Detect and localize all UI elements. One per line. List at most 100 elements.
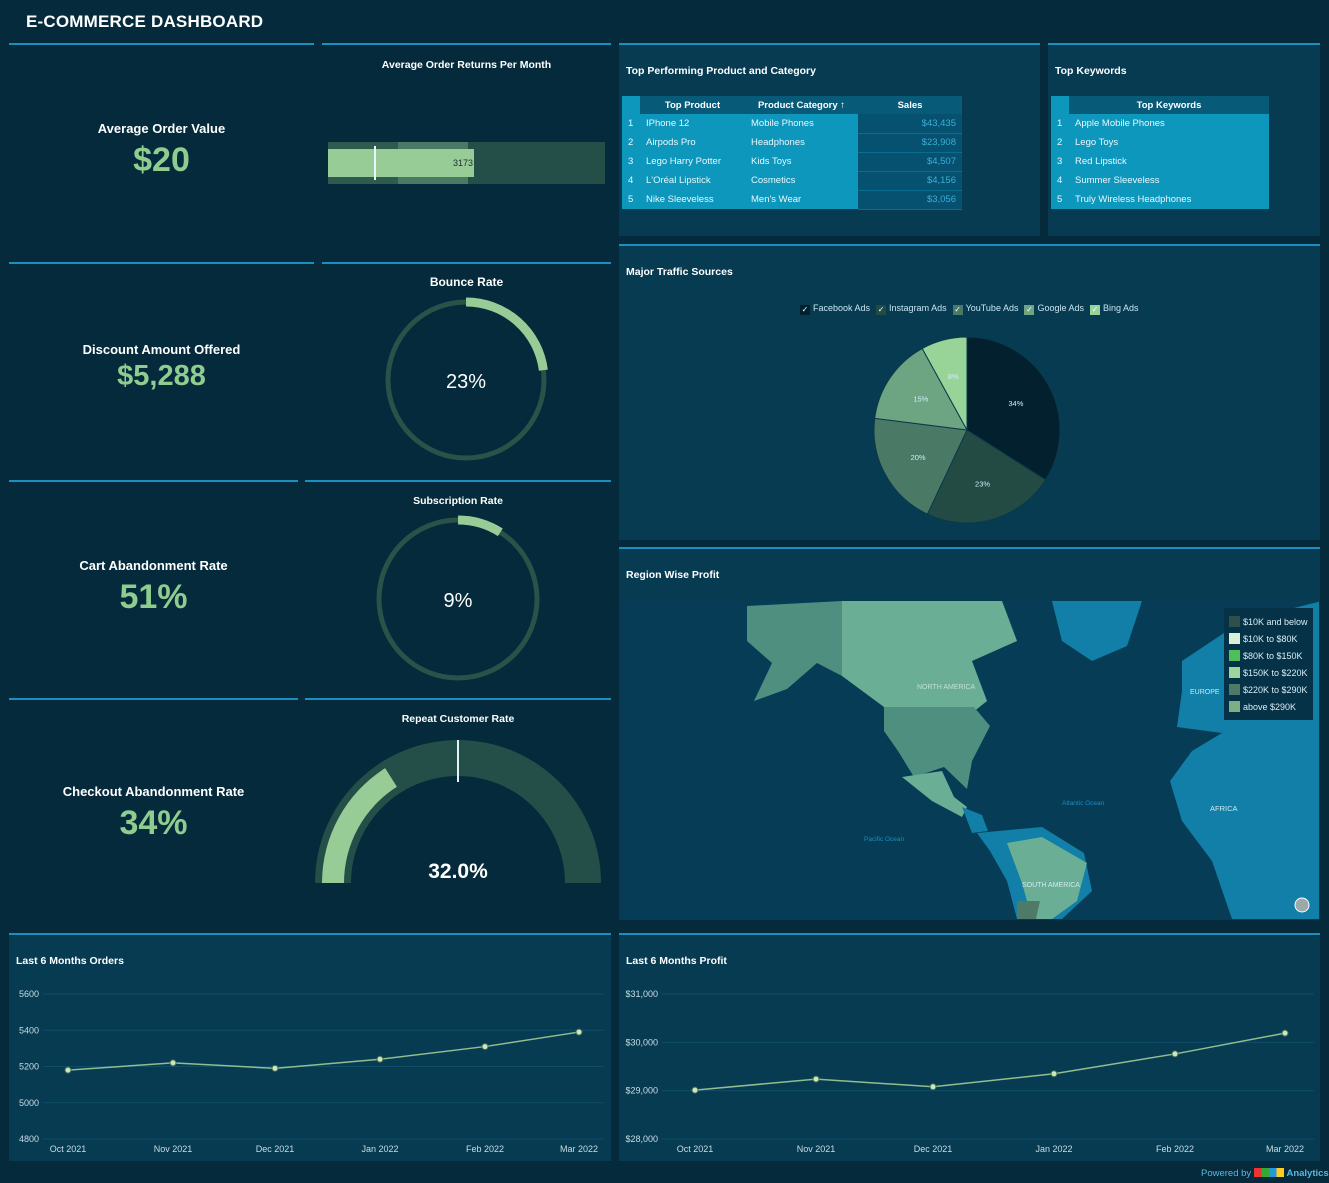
col-header-product[interactable]: Top Product bbox=[640, 96, 745, 114]
data-point[interactable] bbox=[812, 1075, 820, 1083]
data-point[interactable] bbox=[929, 1083, 937, 1091]
map-legend-item[interactable]: $10K to $80K bbox=[1229, 630, 1308, 647]
bounce-gauge: 23% bbox=[385, 297, 548, 461]
legend-label: $80K to $150K bbox=[1243, 650, 1303, 661]
region-mexico[interactable] bbox=[902, 771, 967, 817]
pie-slice[interactable] bbox=[874, 347, 968, 431]
map-label-south-america: SOUTH AMERICA bbox=[1022, 882, 1080, 889]
data-point[interactable] bbox=[575, 1028, 583, 1036]
table-row[interactable]: 2 Lego Toys bbox=[1051, 133, 1269, 152]
world-map[interactable]: NORTH AMERICA SOUTH AMERICA EUROPE AFRIC… bbox=[622, 601, 1319, 919]
checkbox-icon[interactable]: ✓ bbox=[952, 305, 963, 315]
map-legend-item[interactable]: $150K to $220K bbox=[1229, 664, 1308, 681]
table-row[interactable]: 4 Summer Sleeveless bbox=[1051, 171, 1269, 190]
table-row[interactable]: 5 Nike Sleeveless Men's Wear $3,056 bbox=[622, 190, 962, 210]
table-row[interactable]: 1 Apple Mobile Phones bbox=[1051, 114, 1269, 133]
legend-item[interactable]: ✓ YouTube Ads bbox=[952, 303, 1019, 315]
table-row[interactable]: 1 IPhone 12 Mobile Phones $43,435 bbox=[622, 114, 962, 134]
row-number: 4 bbox=[622, 171, 640, 190]
row-number: 1 bbox=[622, 114, 640, 133]
region-brazil[interactable] bbox=[1007, 837, 1087, 919]
checkbox-icon[interactable]: ✓ bbox=[1090, 305, 1101, 315]
x-tick-label: Mar 2022 bbox=[1266, 1144, 1304, 1154]
gauge-label: 9% bbox=[444, 590, 473, 612]
region-central-america[interactable] bbox=[962, 807, 988, 833]
region-canada[interactable] bbox=[842, 601, 1017, 721]
y-tick-label: $29,000 bbox=[625, 1086, 658, 1096]
x-tick-label: Dec 2021 bbox=[914, 1144, 953, 1154]
top-keywords-panel: Top Keywords Top Keywords 1 Apple Mobile … bbox=[1048, 43, 1320, 236]
legend-swatch bbox=[1229, 701, 1240, 712]
checkbox-icon[interactable]: ✓ bbox=[800, 305, 810, 315]
data-point[interactable] bbox=[691, 1086, 699, 1094]
pie-data-label: 8% bbox=[948, 372, 959, 381]
table-row[interactable]: 2 Airpods Pro Headphones $23,908 bbox=[622, 133, 962, 153]
region-argentina[interactable] bbox=[1017, 901, 1040, 919]
region-alaska[interactable] bbox=[747, 601, 842, 701]
legend-item[interactable]: ✓ Facebook Ads bbox=[800, 303, 870, 315]
pie-slice[interactable] bbox=[926, 429, 1047, 524]
data-point[interactable] bbox=[1281, 1029, 1289, 1037]
region-panel: Region Wise Profit NORTH AMERICA SOUTH A… bbox=[619, 547, 1320, 920]
table-row[interactable]: 3 Red Lipstick bbox=[1051, 152, 1269, 171]
data-point[interactable] bbox=[271, 1064, 279, 1072]
y-tick-label: 5200 bbox=[19, 1062, 39, 1072]
data-point[interactable] bbox=[376, 1055, 384, 1063]
table-row[interactable]: 3 Lego Harry Potter Kids Toys $4,507 bbox=[622, 152, 962, 172]
sales-cell: $4,507 bbox=[858, 152, 962, 172]
map-legend-item[interactable]: above $290K bbox=[1229, 698, 1308, 715]
legend-item[interactable]: ✓ Google Ads bbox=[1024, 303, 1084, 315]
col-header-sales[interactable]: Sales bbox=[858, 96, 962, 114]
profit-line-chart: $31,000 $30,000 $29,000 $28,000 Oct 2021 Nov … bbox=[625, 989, 1314, 1154]
info-icon[interactable] bbox=[1294, 897, 1310, 913]
gauge-fill bbox=[457, 515, 503, 537]
region-greenland[interactable] bbox=[1052, 601, 1142, 661]
pie-data-label: 34% bbox=[1008, 399, 1023, 408]
map-legend-item[interactable]: $220K to $290K bbox=[1229, 681, 1308, 698]
panel-title: Top Performing Product and Category bbox=[626, 65, 816, 77]
legend-item[interactable]: ✓ Instagram Ads bbox=[876, 303, 947, 315]
data-point[interactable] bbox=[1171, 1050, 1179, 1058]
checkbox-icon[interactable]: ✓ bbox=[1024, 305, 1035, 315]
data-point[interactable] bbox=[169, 1059, 177, 1067]
legend-item[interactable]: ✓ Bing Ads bbox=[1090, 303, 1139, 315]
pie-slice[interactable] bbox=[873, 417, 968, 515]
map-legend-item[interactable]: $10K and below bbox=[1229, 613, 1308, 630]
sales-cell: $3,056 bbox=[858, 190, 962, 210]
y-tick-label: 5000 bbox=[19, 1098, 39, 1108]
legend-label: $150K to $220K bbox=[1243, 667, 1308, 678]
y-tick-label: 4800 bbox=[19, 1134, 39, 1144]
col-header-keyword[interactable]: Top Keywords bbox=[1069, 96, 1269, 114]
pie-slice[interactable] bbox=[921, 336, 968, 431]
pie-data-label: 15% bbox=[913, 395, 928, 404]
data-point[interactable] bbox=[1050, 1070, 1058, 1078]
x-tick-label: Jan 2022 bbox=[1035, 1144, 1072, 1154]
footer: Powered by Analytics bbox=[1201, 1168, 1329, 1179]
table-row[interactable]: 5 Truly Wireless Headphones bbox=[1051, 190, 1269, 209]
y-tick-label: $28,000 bbox=[625, 1134, 658, 1144]
bounce-panel: Bounce Rate 23% bbox=[322, 262, 611, 477]
x-tick-label: Feb 2022 bbox=[1156, 1144, 1194, 1154]
panel-title: Top Keywords bbox=[1055, 65, 1127, 77]
x-tick-label: Oct 2021 bbox=[50, 1144, 87, 1154]
page-title: E-COMMERCE DASHBOARD bbox=[26, 12, 264, 31]
row-number: 3 bbox=[1051, 152, 1069, 171]
kpi-checkout-abandonment: Checkout Abandonment Rate 34% bbox=[9, 698, 298, 928]
checkbox-icon[interactable]: ✓ bbox=[876, 305, 887, 315]
panel-title: Last 6 Months Profit bbox=[626, 955, 727, 967]
kpi-value: $20 bbox=[133, 141, 190, 179]
region-usa[interactable] bbox=[884, 707, 990, 789]
data-point[interactable] bbox=[481, 1043, 489, 1051]
pie-slice[interactable] bbox=[966, 336, 1061, 481]
kpi-label: Average Order Value bbox=[97, 121, 226, 136]
kpi-value: 34% bbox=[119, 804, 188, 842]
legend-label: Instagram Ads bbox=[889, 303, 947, 313]
col-header-category[interactable]: Product Category ↑ bbox=[745, 96, 858, 114]
map-legend-item[interactable]: $80K to $150K bbox=[1229, 647, 1308, 664]
map-legend: $10K and below $10K to $80K $80K to $150K $… bbox=[1224, 608, 1313, 720]
legend-label: YouTube Ads bbox=[965, 303, 1019, 313]
table-row[interactable]: 4 L'Oréal Lipstick Cosmetics $4,156 bbox=[622, 171, 962, 191]
data-point[interactable] bbox=[64, 1066, 72, 1074]
panel-title: Major Traffic Sources bbox=[626, 266, 733, 278]
sales-cell: $23,908 bbox=[858, 133, 962, 153]
